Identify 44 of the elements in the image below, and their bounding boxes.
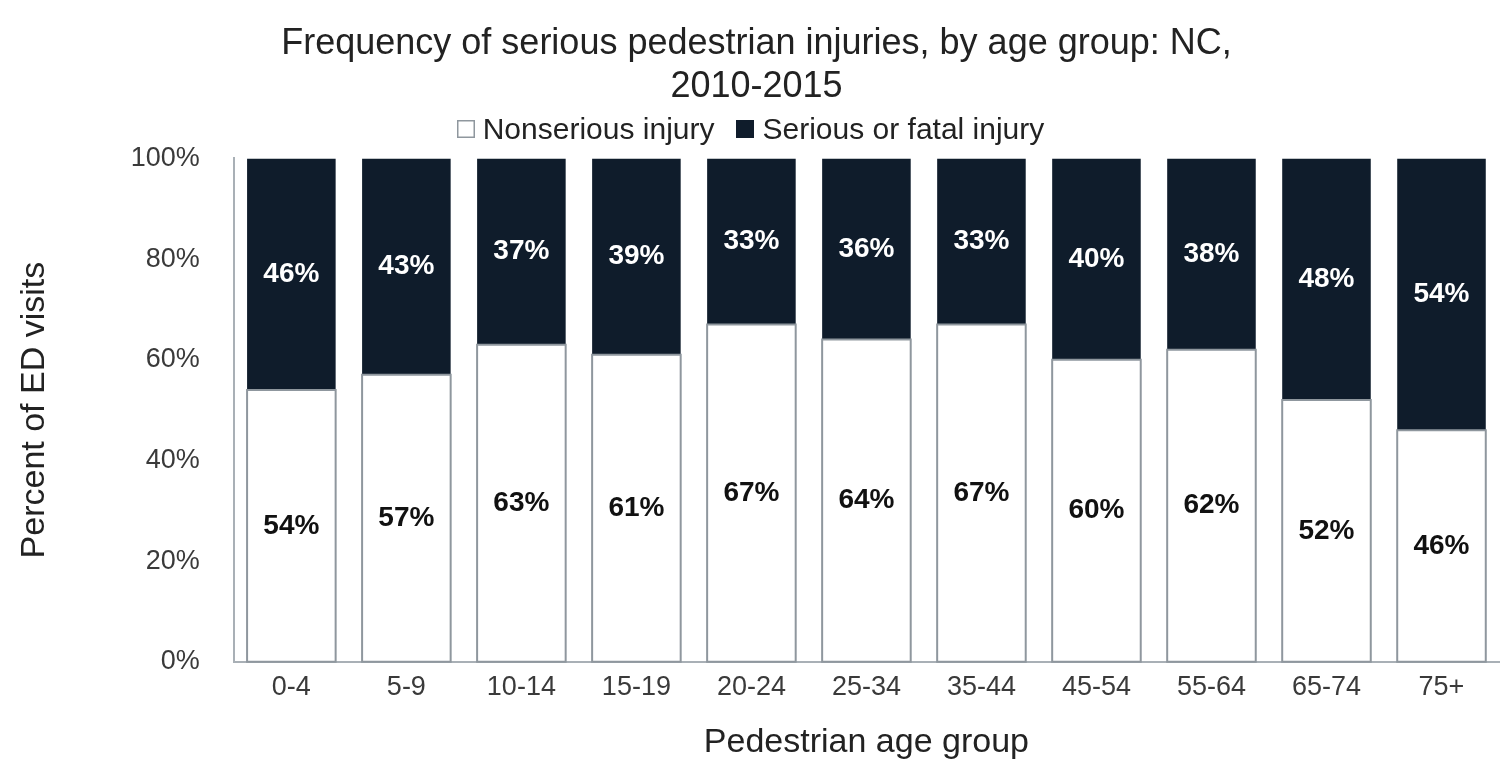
data-label: 39% xyxy=(608,239,665,271)
data-label: 67% xyxy=(953,475,1010,507)
data-label: 37% xyxy=(493,234,550,266)
data-label: 63% xyxy=(493,485,550,517)
legend-label: Serious or fatal injury xyxy=(762,112,1045,147)
data-label: 46% xyxy=(263,256,320,288)
x-tick-label: 55-64 xyxy=(1176,671,1246,702)
y-tick-label: 100% xyxy=(130,141,200,172)
data-label: 64% xyxy=(838,483,895,515)
x-tick-label: 15-19 xyxy=(601,671,671,702)
chart-title: Frequency of serious pedestrian injuries, by age group: NC, 2010-2015 xyxy=(281,20,1232,105)
data-label: 38% xyxy=(1183,236,1240,268)
y-tick-label: 40% xyxy=(145,443,200,474)
data-label: 54% xyxy=(263,508,320,540)
x-tick-label: 5-9 xyxy=(386,671,426,702)
legend-label: Nonserious injury xyxy=(482,112,715,147)
x-tick-label: 25-34 xyxy=(831,671,901,702)
data-label: 46% xyxy=(1413,528,1470,560)
data-label: 36% xyxy=(838,231,895,263)
data-label: 33% xyxy=(723,224,780,256)
data-label: 54% xyxy=(1413,277,1470,309)
data-label: 48% xyxy=(1298,261,1355,293)
x-tick-label: 45-54 xyxy=(1061,671,1131,702)
x-tick-label: 65-74 xyxy=(1291,671,1362,702)
data-label: 52% xyxy=(1298,513,1355,545)
y-axis-title: Percent of ED visits xyxy=(12,261,51,559)
x-tick-label: 75+ xyxy=(1418,671,1465,702)
x-axis-title: Pedestrian age group xyxy=(703,720,1029,759)
x-tick-label: 20-24 xyxy=(716,671,786,702)
data-label: 57% xyxy=(378,501,435,533)
data-label: 61% xyxy=(608,490,665,522)
x-tick-label: 0-4 xyxy=(271,671,311,702)
x-tick-label: 10-14 xyxy=(486,671,556,702)
data-label: 33% xyxy=(953,224,1010,256)
y-tick-label: 0% xyxy=(160,645,200,676)
data-label: 62% xyxy=(1183,488,1240,520)
y-tick-label: 80% xyxy=(145,242,200,273)
data-label: 40% xyxy=(1068,241,1125,273)
data-label: 60% xyxy=(1068,493,1125,525)
data-label: 43% xyxy=(378,249,435,281)
y-tick-label: 60% xyxy=(145,343,200,374)
y-tick-label: 20% xyxy=(145,544,200,575)
data-label: 67% xyxy=(723,475,780,507)
x-tick-label: 35-44 xyxy=(946,671,1016,702)
